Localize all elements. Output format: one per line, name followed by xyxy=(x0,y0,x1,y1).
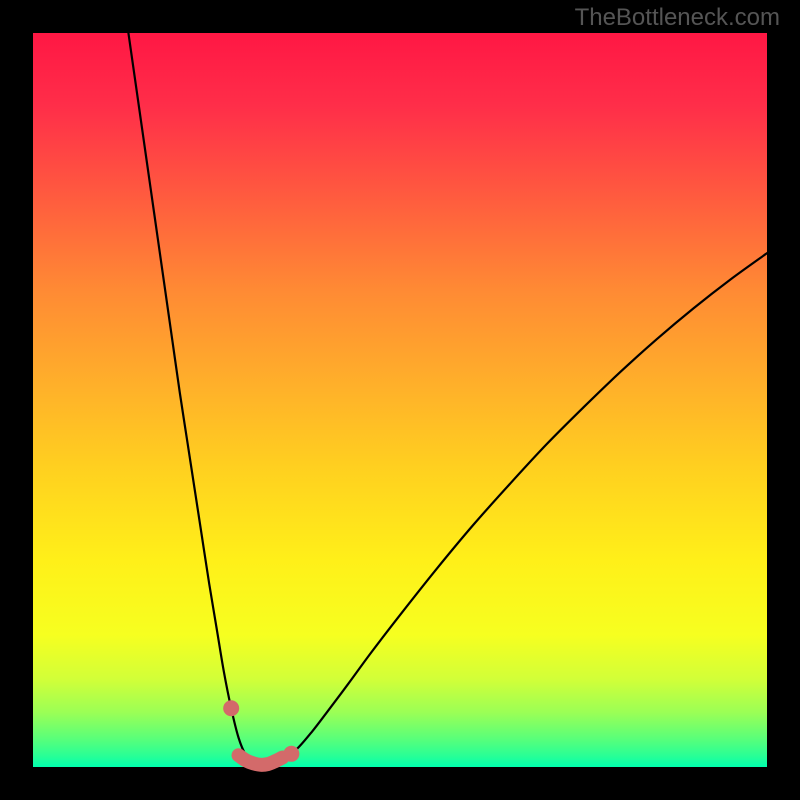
chart-container: TheBottleneck.com xyxy=(0,0,800,800)
highlight-dot xyxy=(283,746,299,762)
chart-svg xyxy=(0,0,800,800)
watermark-text: TheBottleneck.com xyxy=(575,4,780,32)
highlight-dot xyxy=(223,700,239,716)
